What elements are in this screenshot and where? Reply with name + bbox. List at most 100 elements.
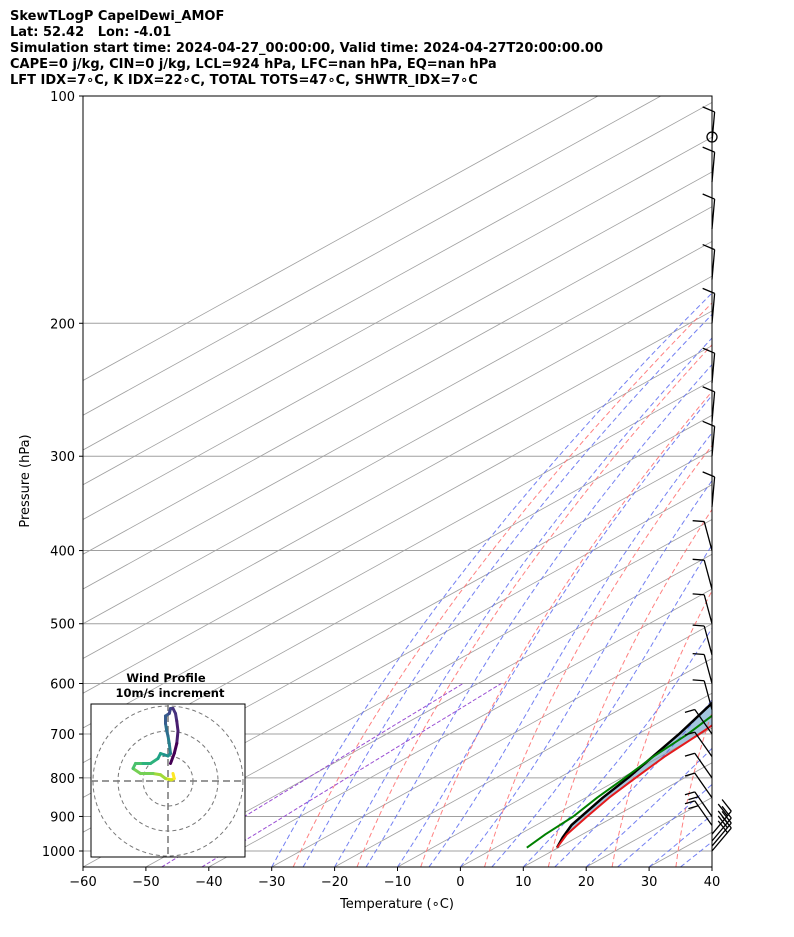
y-tick-label: 1000: [42, 845, 75, 860]
wind-barb-flag: [684, 731, 695, 736]
wind-barb: [702, 287, 716, 324]
x-tick-label: −60: [69, 875, 96, 890]
hodograph-trace-segment: [169, 752, 176, 765]
isotherm-line: [83, 275, 712, 625]
y-tick-label: 200: [50, 317, 75, 332]
wind-barb: [692, 558, 713, 590]
isotherm-line: [83, 96, 662, 416]
y-tick-label: 900: [50, 810, 75, 825]
dry-adiabat-line: [420, 390, 712, 867]
temperature-line: [556, 724, 712, 849]
moist-adiabat-line: [680, 841, 712, 867]
wind-barb-shaft: [711, 111, 716, 142]
wind-barb-shaft: [711, 152, 716, 183]
x-tick-label: 40: [704, 875, 721, 890]
wind-barb-flag: [688, 805, 699, 810]
wind-barb: [684, 708, 713, 735]
mixing-ratio-line: [161, 683, 464, 867]
wind-barb-shaft: [711, 293, 716, 324]
hodograph-trace-segment: [149, 757, 160, 765]
moist-adiabat-line: [271, 292, 712, 867]
wind-barb-shaft: [711, 391, 716, 422]
x-tick-label: −20: [321, 875, 348, 890]
wind-barb-shaft: [711, 426, 716, 457]
dry-adiabat-line: [356, 343, 712, 867]
isotherm-line: [711, 866, 712, 867]
isotherm-line: [586, 797, 712, 867]
wind-barb-flag: [692, 624, 705, 627]
wind-barb-flag: [688, 796, 699, 801]
wind-barb-flag: [702, 420, 715, 427]
hodograph-title: Wind Profile: [126, 671, 206, 685]
y-tick-label: 700: [50, 728, 75, 743]
wind-barb: [702, 386, 716, 422]
wind-barb-flag: [684, 800, 695, 805]
moist-adiabat-line: [585, 747, 712, 867]
isotherm-line: [208, 588, 712, 867]
moist-adiabat-line: [397, 394, 712, 867]
wind-barb: [692, 593, 713, 624]
wind-barb-shaft: [711, 817, 732, 842]
hodograph-trace-segment: [175, 719, 180, 733]
x-tick-label: 0: [456, 875, 464, 890]
wind-barb-flag: [692, 593, 705, 596]
wind-barb-shaft: [711, 827, 732, 852]
wind-barb: [702, 106, 716, 142]
wind-barb-flag: [702, 347, 715, 354]
wind-barb-flag: [702, 193, 715, 200]
wind-barb-flag: [684, 708, 695, 713]
isotherm-line: [83, 484, 712, 833]
wind-barb: [684, 752, 713, 779]
isotherm-line: [83, 206, 712, 555]
moist-adiabat-line: [428, 432, 712, 867]
wind-barb-shaft: [703, 594, 713, 624]
isotherm-line: [83, 241, 712, 590]
isotherm-line: [83, 96, 599, 381]
wind-barb-flag: [717, 803, 728, 817]
y-tick-label: 600: [50, 678, 75, 693]
wind-barb-flag: [702, 146, 715, 153]
moist-adiabat-line: [744, 96, 794, 867]
wind-barb-flag: [692, 558, 705, 561]
mixing-ratio-line: [201, 683, 502, 867]
wind-barb-shaft: [711, 810, 732, 835]
y-tick-label: 400: [50, 545, 75, 560]
wind-barb-flag: [684, 791, 695, 796]
isotherm-line: [83, 102, 712, 451]
x-tick-label: −30: [258, 875, 285, 890]
wind-barb-flag: [717, 820, 728, 834]
moist-adiabat-line: [334, 337, 712, 867]
x-tick-label: −50: [132, 875, 159, 890]
chart-title-block: SkewTLogP CapelDewi_AMOF Lat: 52.42 Lon:…: [10, 9, 603, 89]
isotherm-line: [397, 692, 712, 867]
parcel-profile-line: [555, 701, 712, 849]
isotherm-line: [83, 171, 712, 520]
y-tick-label: 500: [50, 618, 75, 633]
cape-cin-shading: [557, 703, 712, 848]
y-tick-label: 300: [50, 450, 75, 465]
isotherm-line: [271, 623, 712, 867]
wind-barb: [711, 799, 732, 835]
x-tick-label: −10: [384, 875, 411, 890]
wind-barb-shaft: [694, 731, 713, 758]
stability-indices: LFT IDX=7∘C, K IDX=22∘C, TOTAL TOTS=47∘C…: [10, 73, 478, 88]
wind-barb-flag: [684, 752, 695, 757]
wind-barb-shaft: [711, 476, 716, 507]
wind-barb-shaft: [694, 772, 713, 799]
wind-barb-shaft: [694, 791, 713, 817]
wind-barb: [702, 146, 716, 183]
isotherm-line: [83, 310, 712, 659]
calm-wind-circle: [706, 131, 718, 143]
isotherm-line: [775, 96, 794, 867]
wind-barb-flag: [702, 287, 715, 294]
wind-barb-flag: [721, 805, 732, 819]
wind-barb-shaft: [711, 353, 716, 384]
location-coordinates: Lat: 52.42 Lon: -4.01: [10, 25, 172, 40]
dewpoint-line: [526, 714, 712, 849]
wind-barb: [684, 791, 713, 817]
wind-barb: [692, 679, 713, 710]
wind-barb: [684, 731, 713, 758]
wind-barb: [702, 193, 716, 230]
moist-adiabat-line: [365, 363, 712, 867]
